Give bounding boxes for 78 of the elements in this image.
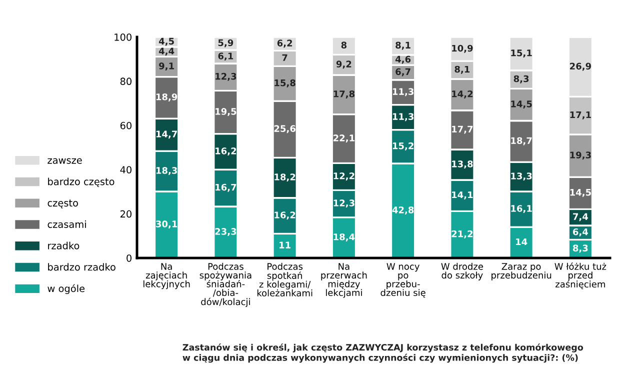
y-tick-label: 80 bbox=[120, 78, 132, 86]
data-label: 9,2 bbox=[336, 60, 352, 69]
data-label: 17,7 bbox=[452, 126, 473, 134]
data-label: 8,3 bbox=[514, 75, 529, 84]
x-tick-label: W łóżku tuż przed zaśnięciem bbox=[554, 262, 606, 290]
data-label: 12,2 bbox=[334, 172, 354, 180]
x-tick-label: Na przerwach między lekcjami bbox=[321, 263, 367, 298]
x-tick-label: Zaraz po przebudzeniu bbox=[492, 263, 552, 280]
data-label: 6,1 bbox=[218, 52, 234, 61]
data-label: 18,2 bbox=[274, 174, 296, 182]
data-label: 18,3 bbox=[156, 167, 177, 176]
data-label: 9,1 bbox=[159, 62, 174, 70]
data-label: 14,2 bbox=[452, 90, 473, 98]
data-label: 14,5 bbox=[570, 189, 591, 197]
data-label: 11 bbox=[280, 242, 290, 248]
legend-label: czasami bbox=[48, 220, 86, 228]
data-label: 7,4 bbox=[573, 213, 588, 222]
data-label: 22,1 bbox=[334, 134, 354, 143]
data-label: 6,2 bbox=[277, 40, 292, 48]
y-tick-label: 100 bbox=[114, 33, 132, 41]
y-tick-label: 40 bbox=[120, 166, 132, 174]
data-label: 8 bbox=[341, 42, 347, 48]
data-label: 6,4 bbox=[573, 228, 588, 236]
data-label: 19,5 bbox=[216, 108, 236, 116]
data-label: 13,8 bbox=[452, 160, 473, 169]
data-label: 16,2 bbox=[274, 212, 296, 220]
data-label: 14,7 bbox=[156, 130, 177, 139]
data-label: 21,2 bbox=[452, 230, 473, 238]
x-tick-label: Podczas spotkań z kolegami/ koleżankami bbox=[257, 262, 312, 296]
data-label: 12,3 bbox=[334, 200, 354, 208]
legend-label: bardzo rzadko bbox=[48, 263, 116, 271]
data-label: 7 bbox=[282, 54, 288, 61]
x-tick-label: W drodze do szkoły bbox=[441, 262, 483, 280]
data-label: 4,6 bbox=[395, 56, 411, 64]
data-label: 17,8 bbox=[334, 90, 355, 98]
data-label: 16,1 bbox=[511, 205, 532, 214]
data-label: 18,7 bbox=[511, 137, 532, 146]
y-tick-label: 20 bbox=[120, 210, 132, 218]
data-label: 15,2 bbox=[392, 142, 414, 150]
data-label: 18,9 bbox=[156, 93, 178, 102]
data-label: 5,9 bbox=[218, 39, 234, 48]
data-label: 16,7 bbox=[216, 184, 236, 192]
data-label: 11,3 bbox=[392, 88, 414, 96]
data-label: 16,2 bbox=[216, 147, 236, 156]
legend-label: w ogóle bbox=[48, 284, 85, 294]
data-label: 4,4 bbox=[158, 48, 174, 56]
data-label: 15,1 bbox=[511, 50, 532, 58]
legend-label: zawsze bbox=[48, 158, 82, 164]
data-label: 23,3 bbox=[215, 228, 236, 236]
data-label: 6,7 bbox=[396, 68, 410, 76]
data-label: 10,9 bbox=[452, 44, 473, 53]
data-label: 11,3 bbox=[392, 113, 414, 122]
data-label: 15,8 bbox=[274, 79, 296, 88]
data-label: 14 bbox=[516, 238, 528, 246]
data-label: 17,1 bbox=[570, 111, 591, 120]
data-label: 42,8 bbox=[392, 206, 414, 214]
legend-label: często bbox=[48, 200, 78, 208]
y-tick-label: 60 bbox=[120, 122, 132, 130]
data-label: 14,5 bbox=[511, 100, 532, 109]
text: Zastanów się i określ, jak często ZAZWYCZAJ korzystasz z telefonu komórkowego w ciągu dnia podczas wykonywanych czynności czy wymienionych sytuacji?: (%) bbox=[182, 343, 584, 363]
legend-label: bardzo często bbox=[48, 178, 114, 187]
data-label: 4,5 bbox=[158, 38, 174, 46]
data-label: 14,1 bbox=[452, 191, 473, 200]
data-label: 25,6 bbox=[274, 125, 296, 134]
data-label: 8,3 bbox=[572, 244, 588, 253]
data-label: 30,1 bbox=[156, 220, 178, 229]
data-label: 12,3 bbox=[216, 72, 236, 81]
data-label: 13,3 bbox=[511, 172, 532, 181]
y-tick-label: 0 bbox=[126, 254, 132, 262]
data-label: 26,9 bbox=[570, 62, 591, 71]
x-tick-label: Na zajęciach lekcyjnych bbox=[143, 263, 190, 290]
x-tick-label: Podczas spożywania śniadań- /obia- dów/kolacji bbox=[200, 262, 252, 307]
data-label: 18,4 bbox=[334, 233, 355, 242]
legend-label: rzadko bbox=[48, 242, 80, 250]
x-tick-label: W nocy po przebu- dzeniu się bbox=[380, 263, 426, 298]
data-label: 8,1 bbox=[454, 66, 470, 74]
data-label: 19,3 bbox=[570, 152, 591, 160]
data-label: 8,1 bbox=[396, 42, 410, 50]
